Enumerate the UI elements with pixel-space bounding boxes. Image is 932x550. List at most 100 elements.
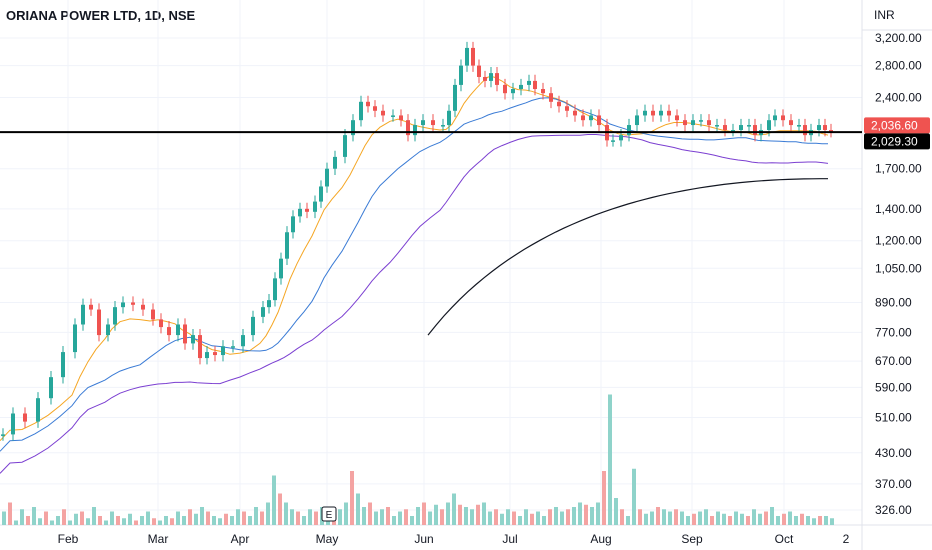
volume-bar bbox=[122, 518, 126, 525]
price-tick-label: 430.00 bbox=[875, 446, 912, 460]
volume-bar bbox=[314, 511, 318, 525]
candle-body bbox=[176, 324, 180, 336]
volume-bar bbox=[482, 502, 486, 525]
time-tick-label: Feb bbox=[58, 532, 79, 546]
candle-body bbox=[635, 115, 639, 126]
volume-bar bbox=[14, 520, 18, 525]
volume-bar bbox=[428, 511, 432, 525]
time-tick-label: Oct bbox=[775, 532, 794, 546]
candle-body bbox=[121, 302, 125, 308]
candle-body bbox=[477, 65, 481, 77]
volume-bar bbox=[110, 511, 114, 525]
volume-bar bbox=[764, 511, 768, 525]
candle-body bbox=[573, 110, 577, 116]
volume-bar bbox=[56, 516, 60, 525]
volume-bar bbox=[596, 502, 600, 525]
volume-bar bbox=[140, 516, 144, 525]
volume-bar bbox=[632, 468, 636, 525]
volume-bar bbox=[134, 520, 138, 525]
volume-bar bbox=[374, 511, 378, 525]
candle-body bbox=[667, 110, 671, 116]
volume-bar bbox=[692, 513, 696, 525]
candle-body bbox=[557, 101, 561, 107]
candle-body bbox=[36, 398, 40, 422]
candle-body bbox=[73, 324, 77, 353]
volume-bar bbox=[746, 516, 750, 525]
candle-body bbox=[333, 156, 337, 169]
volume-bar bbox=[26, 516, 30, 525]
volume-bar bbox=[188, 509, 192, 525]
line-price-label: 2,029.30 bbox=[871, 134, 918, 148]
volume-bar bbox=[554, 507, 558, 525]
candle-body bbox=[325, 168, 329, 187]
volume-bar bbox=[734, 511, 738, 525]
candle-body bbox=[699, 120, 703, 122]
volume-bar bbox=[740, 513, 744, 525]
volume-bar bbox=[770, 507, 774, 525]
volume-bar bbox=[272, 475, 276, 525]
volume-bar bbox=[542, 516, 546, 525]
volume-bar bbox=[758, 513, 762, 525]
volume-bar bbox=[500, 513, 504, 525]
currency-selector[interactable]: INR bbox=[862, 0, 932, 30]
time-tick-label: Jun bbox=[414, 532, 433, 546]
candle-body bbox=[191, 335, 195, 344]
volume-bar bbox=[446, 502, 450, 525]
candle-body bbox=[829, 130, 833, 132]
volume-bar bbox=[386, 507, 390, 525]
candle-body bbox=[151, 309, 155, 320]
candle-body bbox=[549, 93, 553, 102]
volume-bar bbox=[578, 502, 582, 525]
volume-bar bbox=[182, 516, 186, 525]
price-tick-label: 670.00 bbox=[875, 354, 912, 368]
price-tick-label: 1,400.00 bbox=[875, 202, 922, 216]
candle-body bbox=[285, 232, 289, 259]
price-tick-label: 1,700.00 bbox=[875, 162, 922, 176]
price-tick-label: 326.00 bbox=[875, 503, 912, 517]
candle-body bbox=[198, 335, 202, 359]
volume-bar bbox=[650, 511, 654, 525]
candle-body bbox=[483, 76, 487, 81]
volume-bar bbox=[458, 504, 462, 525]
candle-body bbox=[823, 125, 827, 131]
volume-bar bbox=[170, 518, 174, 525]
candle-body bbox=[581, 115, 585, 121]
volume-bar bbox=[590, 507, 594, 525]
volume-bar bbox=[254, 507, 258, 525]
volume-bar bbox=[464, 507, 468, 525]
volume-bar bbox=[452, 493, 456, 525]
candle-body bbox=[413, 125, 417, 136]
volume-bar bbox=[470, 509, 474, 525]
volume-bar bbox=[806, 516, 810, 525]
candle-body bbox=[527, 80, 531, 85]
volume-bar bbox=[722, 513, 726, 525]
volume-bar bbox=[146, 511, 150, 525]
volume-bar bbox=[128, 513, 132, 525]
candle-body bbox=[421, 120, 425, 126]
candle-body bbox=[267, 300, 271, 308]
volume-bar bbox=[656, 507, 660, 525]
candle-body bbox=[89, 304, 93, 310]
volume-bar bbox=[776, 516, 780, 525]
candle-body bbox=[97, 309, 101, 336]
candle-body bbox=[675, 115, 679, 121]
time-tick-label: Aug bbox=[590, 532, 611, 546]
volume-bar bbox=[608, 394, 612, 525]
volume-bar bbox=[512, 511, 516, 525]
volume-bar bbox=[560, 511, 564, 525]
candle-body bbox=[683, 120, 687, 126]
volume-bar bbox=[788, 511, 792, 525]
volume-bar bbox=[290, 509, 294, 525]
chart-title: ORIANA POWER LTD, 1D, NSE bbox=[6, 8, 196, 23]
volume-bar bbox=[116, 516, 120, 525]
candle-body bbox=[619, 135, 623, 141]
earnings-marker-box[interactable] bbox=[321, 506, 337, 522]
candle-body bbox=[113, 307, 117, 325]
candle-body bbox=[313, 201, 317, 212]
volume-bar bbox=[176, 511, 180, 525]
volume-bar bbox=[728, 516, 732, 525]
volume-bar bbox=[350, 471, 354, 525]
volume-bar bbox=[362, 507, 366, 525]
candle-body bbox=[489, 73, 493, 81]
